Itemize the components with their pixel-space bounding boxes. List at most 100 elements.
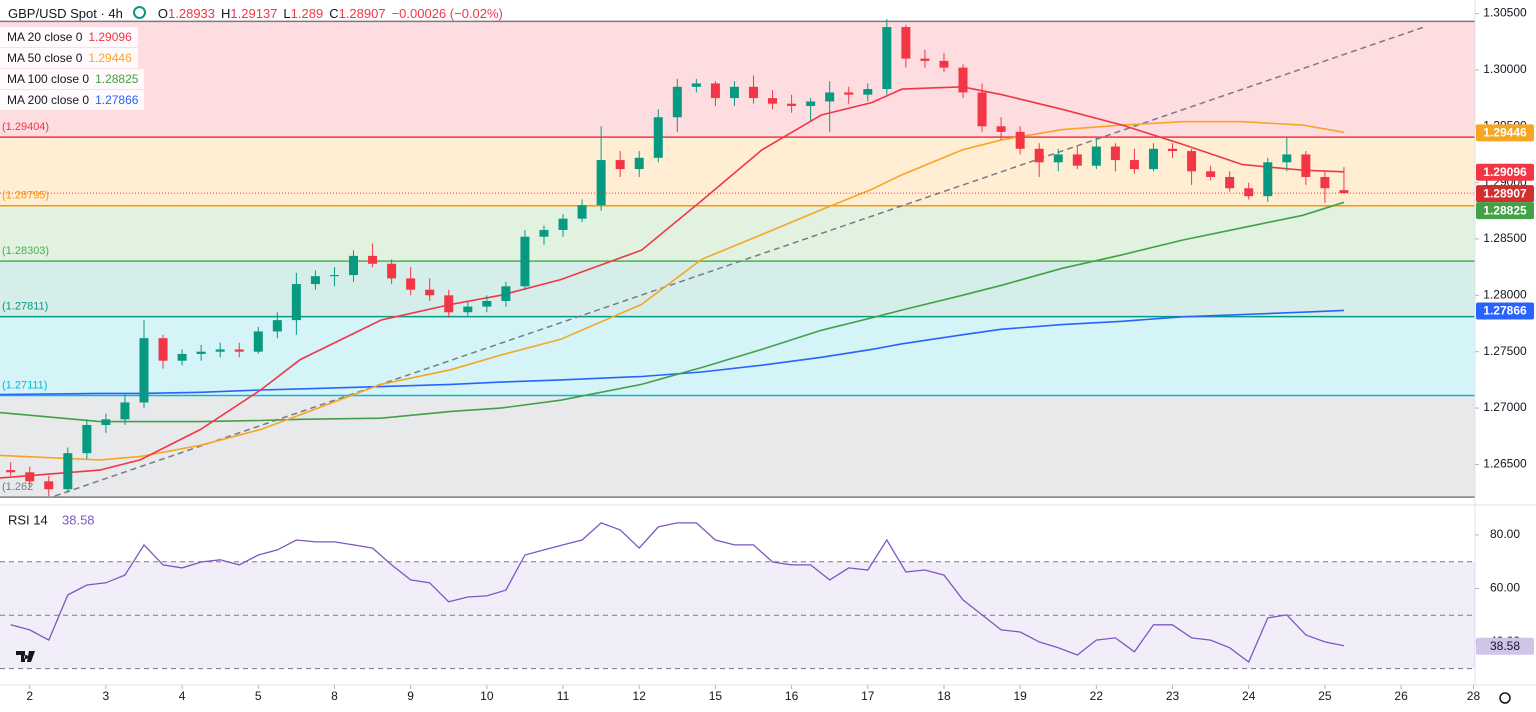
candle-body (215, 349, 225, 352)
legend-value: 1.29096 (88, 30, 132, 44)
candle-body (501, 286, 511, 301)
settings-icon (1499, 692, 1511, 704)
ohlc: O1.28933 H1.29137 L1.289 C1.28907 (158, 6, 392, 21)
fib-label: (1.28303) (2, 245, 49, 257)
ohlc-key: O (157, 6, 169, 21)
candle-body (291, 284, 301, 321)
tv-logo-shape (16, 651, 35, 662)
candle-body (1282, 154, 1292, 163)
candle-body (482, 300, 492, 307)
candle-body (768, 98, 778, 104)
ohlc-value: 1.29137 (230, 6, 278, 21)
legend-name: MA 200 close 0 (7, 93, 90, 107)
y-tick-label: 1.30500 (1483, 6, 1527, 20)
candle-body (1034, 148, 1044, 163)
legend-row: MA 100 close 0 1.28825 (0, 69, 145, 89)
candle-body (1168, 148, 1178, 152)
y-tick-label: 1.27500 (1483, 344, 1527, 358)
x-tick-label: 12 (633, 689, 647, 703)
rsi-y-tick-label: 60.00 (1490, 581, 1520, 595)
candle-body (787, 103, 797, 106)
candle-body (1148, 148, 1158, 170)
candle-body (729, 86, 739, 99)
tv-logo (16, 651, 35, 662)
rsi-y-tick-label: 80.00 (1490, 527, 1520, 541)
ohlc-key: C (329, 6, 339, 21)
candle-body (996, 126, 1006, 132)
candle-body (158, 338, 168, 361)
candle-body (520, 236, 530, 287)
indicator-legend: MA 20 close 0 1.29096 MA 50 close 0 1.29446… (0, 27, 145, 111)
candle-body (1320, 176, 1330, 189)
candle-body (653, 117, 663, 158)
candle-body (253, 331, 263, 352)
candle-body (329, 275, 339, 277)
x-tick-label: 23 (1166, 689, 1180, 703)
x-tick-label: 8 (331, 689, 338, 703)
candle-body (406, 278, 416, 290)
candle-body (463, 306, 473, 313)
candle-body (863, 89, 873, 95)
x-tick-label: 4 (179, 689, 186, 703)
candle-body (1187, 151, 1197, 172)
moving-average (0, 309, 1345, 396)
x-tick-label: 10 (480, 689, 494, 703)
fib-label: (1.29404) (2, 121, 49, 133)
legend-row: MA 50 close 0 1.29446 (0, 48, 138, 68)
ohlc-value: 1.28933 (168, 6, 216, 21)
symbol-title: GBP/USD Spot · 4h (8, 6, 123, 21)
candle-body (82, 424, 92, 454)
candle-body (1129, 160, 1139, 170)
candle-body (1015, 131, 1025, 149)
candle-body (1263, 162, 1273, 197)
candle-body (806, 101, 816, 106)
candle-body (425, 289, 435, 296)
fib-label: (1.28795) (2, 190, 49, 202)
y-tick-label: 1.28500 (1483, 231, 1527, 245)
x-tick-label: 17 (861, 689, 875, 703)
x-tick-label: 18 (937, 689, 951, 703)
candle-body (1110, 146, 1120, 161)
legend-row: MA 20 close 0 1.29096 (0, 27, 138, 47)
x-tick-label: 9 (407, 689, 414, 703)
candle-body (368, 255, 378, 264)
candle-body (882, 27, 892, 90)
candle-body (825, 92, 835, 102)
candle-body (234, 349, 244, 352)
candle-body (691, 83, 701, 87)
price-label: 1.27866 (1483, 304, 1527, 318)
y-tick-label: 1.26500 (1483, 457, 1527, 471)
ohlc-value: 1.28907 (338, 6, 386, 21)
candle-body (539, 229, 549, 237)
x-tick-label: 16 (785, 689, 799, 703)
market-status[interactable] (132, 6, 146, 19)
candle-body (596, 160, 606, 206)
candle-body (349, 255, 359, 276)
x-tick-label: 19 (1013, 689, 1027, 703)
x-tick-label: 22 (1090, 689, 1104, 703)
candle-body (139, 338, 149, 403)
candle-body (558, 218, 568, 230)
candle-body (1072, 154, 1082, 166)
candle-body (958, 67, 968, 93)
candle-body (710, 83, 720, 99)
candle-body (1339, 190, 1349, 194)
moving-average (0, 120, 1345, 461)
candle-body (177, 353, 187, 361)
candle-body (6, 470, 16, 473)
candle-body (1091, 146, 1101, 166)
fib-zone (0, 395, 1475, 498)
x-tick-label: 3 (103, 689, 110, 703)
candle-body (634, 157, 644, 170)
candle-body (977, 92, 987, 127)
price-axis-bg (1475, 0, 1536, 712)
price-label-box (1476, 202, 1534, 220)
symbol-header: GBP/USD Spot · 4h O1.28933 H1.29137 L1.289 C… (8, 6, 509, 21)
rsi-label-box (1476, 637, 1534, 655)
fib-zone (0, 21, 1475, 138)
candle-body (63, 453, 73, 490)
fib-zone (0, 205, 1475, 262)
legend-name: MA 100 close 0 (7, 72, 90, 86)
candle-body (615, 160, 625, 170)
